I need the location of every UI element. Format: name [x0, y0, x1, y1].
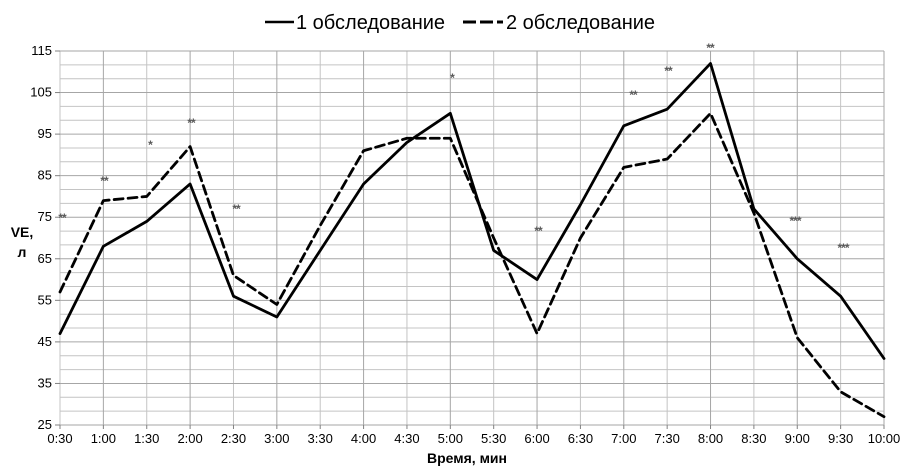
- svg-text:7:00: 7:00: [611, 431, 636, 446]
- svg-text:5:30: 5:30: [481, 431, 506, 446]
- svg-text:25: 25: [38, 417, 52, 432]
- svg-text:6:00: 6:00: [524, 431, 549, 446]
- svg-text:4:00: 4:00: [351, 431, 376, 446]
- svg-text:8:00: 8:00: [698, 431, 723, 446]
- svg-text:10:00: 10:00: [868, 431, 901, 446]
- svg-text:1:00: 1:00: [91, 431, 116, 446]
- svg-text:3:30: 3:30: [308, 431, 333, 446]
- svg-text:2:00: 2:00: [177, 431, 202, 446]
- svg-text:105: 105: [30, 85, 52, 100]
- svg-text:9:30: 9:30: [828, 431, 853, 446]
- svg-text:1 обследование: 1 обследование: [296, 12, 445, 34]
- svg-text:6:30: 6:30: [568, 431, 593, 446]
- svg-text:***: ***: [789, 214, 801, 228]
- svg-text:35: 35: [38, 375, 52, 390]
- svg-text:1:30: 1:30: [134, 431, 159, 446]
- svg-text:5:00: 5:00: [438, 431, 463, 446]
- svg-text:2:30: 2:30: [221, 431, 246, 446]
- svg-text:4:30: 4:30: [394, 431, 419, 446]
- svg-text:3:00: 3:00: [264, 431, 289, 446]
- svg-text:***: ***: [837, 241, 849, 255]
- svg-text:95: 95: [38, 126, 52, 141]
- svg-text:55: 55: [38, 292, 52, 307]
- svg-text:45: 45: [38, 334, 52, 349]
- svg-text:115: 115: [31, 43, 52, 58]
- svg-text:9:00: 9:00: [785, 431, 810, 446]
- svg-text:0:30: 0:30: [47, 431, 72, 446]
- svg-text:85: 85: [38, 168, 52, 183]
- svg-text:8:30: 8:30: [741, 431, 766, 446]
- svg-text:2 обследование: 2 обследование: [506, 12, 655, 34]
- svg-text:7:30: 7:30: [655, 431, 680, 446]
